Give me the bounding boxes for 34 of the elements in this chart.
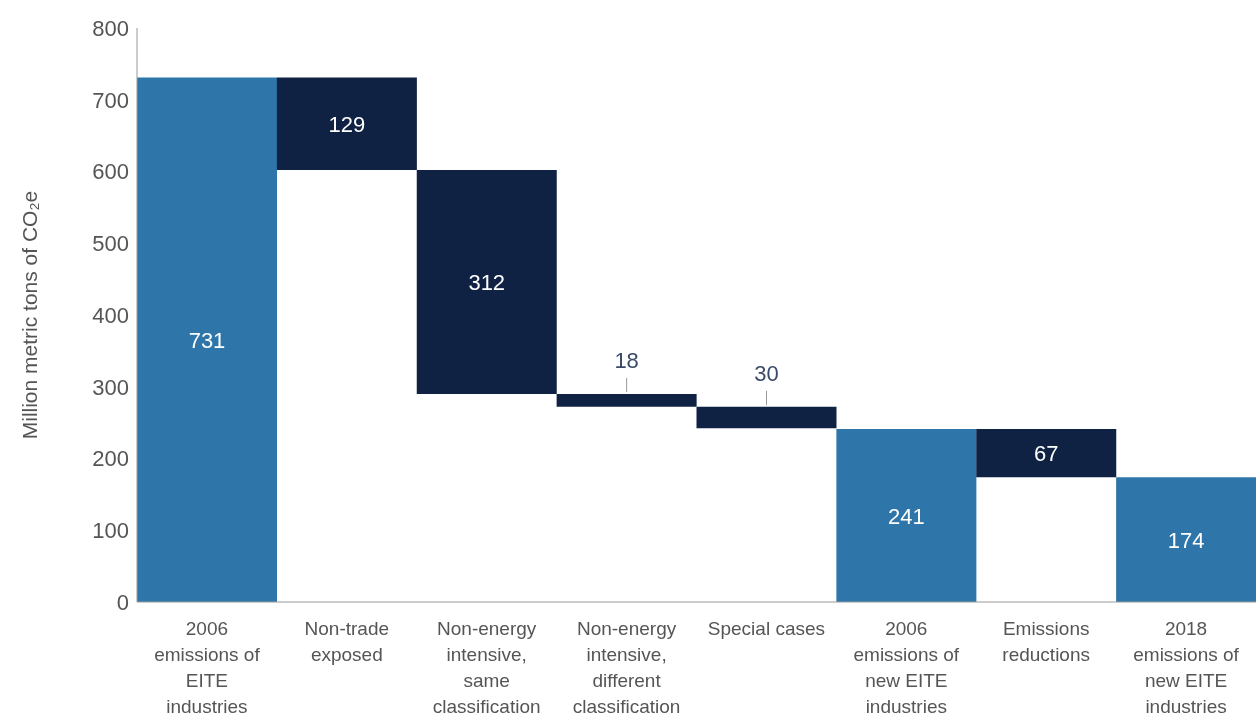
bar bbox=[137, 77, 277, 602]
bar bbox=[976, 429, 1117, 478]
x-tick-label: 2006 emissions of new EITE industries bbox=[853, 618, 960, 717]
bar bbox=[696, 406, 837, 429]
y-tick-label: 500 bbox=[92, 231, 129, 257]
x-tick-label: 2006 emissions of EITE industries bbox=[154, 618, 261, 717]
y-tick-label: 700 bbox=[92, 87, 129, 113]
data-label: 67 bbox=[1034, 441, 1059, 467]
x-tick-label: Non-energy intensive, different classification bbox=[572, 618, 681, 717]
y-tick-label: 400 bbox=[92, 302, 129, 328]
x-tick-label: Emissions reductions bbox=[1002, 618, 1091, 665]
data-label: 174 bbox=[1167, 527, 1205, 553]
y-tick-label: 200 bbox=[92, 446, 129, 472]
x-tick-label: 2018 emissions of new EITE industries bbox=[1133, 618, 1240, 717]
bar bbox=[1116, 477, 1256, 602]
y-tick-label: 0 bbox=[116, 589, 129, 615]
bar bbox=[556, 393, 697, 407]
data-label: 30 bbox=[754, 360, 779, 386]
bar bbox=[836, 429, 977, 602]
data-label: 129 bbox=[328, 111, 366, 137]
data-label: 312 bbox=[468, 269, 506, 295]
data-label: 241 bbox=[888, 503, 925, 529]
y-tick-label: 100 bbox=[92, 518, 129, 544]
x-tick-label: Non-energy intensive, same classification bbox=[432, 618, 541, 717]
x-tick-label: Special cases bbox=[707, 618, 826, 639]
data-label: 731 bbox=[188, 327, 226, 353]
x-tick-label: Non-trade exposed bbox=[304, 618, 390, 665]
y-tick-label: 600 bbox=[92, 159, 129, 185]
bar bbox=[276, 77, 417, 171]
y-tick-label: 300 bbox=[92, 374, 129, 400]
y-tick-label: 800 bbox=[92, 15, 129, 41]
data-label: 18 bbox=[614, 347, 639, 373]
bar bbox=[416, 170, 557, 394]
y-axis-title: Million metric tons of CO₂e bbox=[18, 190, 42, 440]
